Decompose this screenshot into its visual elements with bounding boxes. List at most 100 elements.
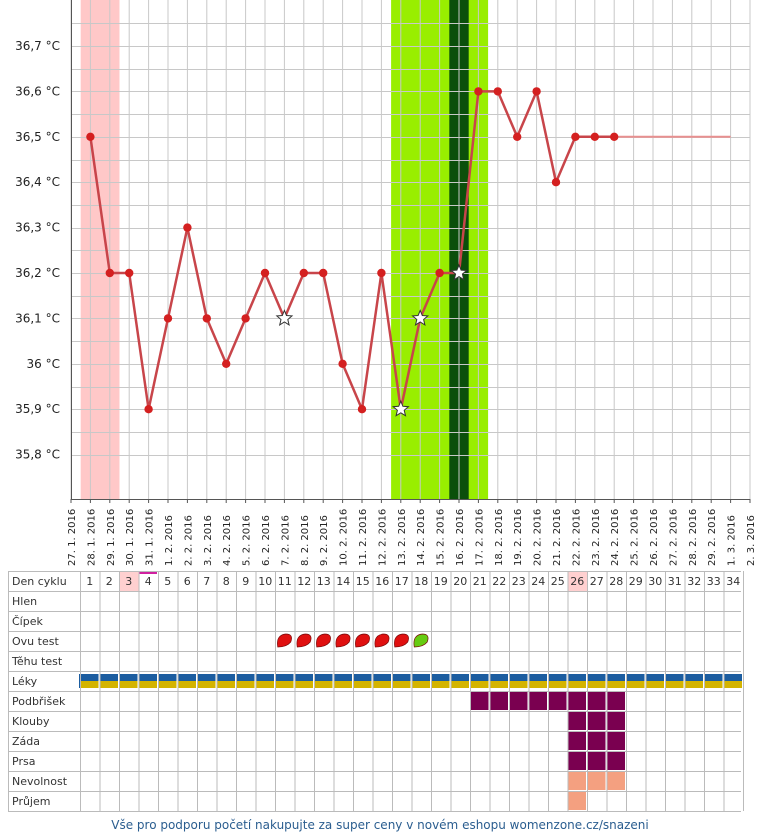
symptom-cell (568, 692, 586, 710)
x-tick-label: 5. 2. 2016 (242, 515, 253, 566)
day-number: 29 (629, 575, 643, 588)
day-number: 16 (375, 575, 389, 588)
ovu-test-icon (296, 633, 312, 648)
data-point (241, 314, 250, 323)
leky-stripe-yellow (120, 681, 138, 688)
leky-stripe-yellow (198, 681, 216, 688)
x-tick-label: 21. 2. 2016 (552, 509, 563, 566)
symptom-cell (588, 692, 606, 710)
data-points (86, 87, 619, 417)
ovu-test-icon (277, 633, 292, 648)
x-tick-label: 13. 2. 2016 (397, 509, 408, 566)
leky-stripe-yellow (685, 681, 703, 688)
symptom-cell (607, 692, 625, 710)
leky-stripe-yellow (295, 681, 313, 688)
footer-link[interactable]: Vše pro podporu početí nakupujte za supe… (111, 818, 649, 832)
grid (70, 0, 751, 499)
ovu-test-icon (335, 633, 351, 648)
symptom-cell (588, 732, 606, 750)
x-tick-label: 17. 2. 2016 (474, 509, 485, 566)
star-point (391, 399, 410, 417)
day-number: 33 (707, 575, 721, 588)
leky-stripe-blue (568, 674, 586, 681)
day-number: 1 (86, 575, 93, 588)
ovu-test-icon (413, 633, 429, 648)
leky-stripe-blue (646, 674, 664, 681)
symptom-cell (568, 732, 586, 750)
x-tick-label: 1. 2. 2016 (164, 515, 175, 566)
symptom-cell (471, 692, 489, 710)
row-label: Průjem (12, 795, 50, 808)
x-tick-label: 27. 1. 2016 (67, 509, 78, 566)
leky-stripe-yellow (432, 681, 450, 688)
leky-stripe-blue (315, 674, 333, 681)
leky-stripe-blue (198, 674, 216, 681)
leky-stripe-blue (354, 674, 372, 681)
leky-stripe-blue (724, 674, 742, 681)
data-point (105, 268, 115, 278)
leky-stripe-blue (237, 674, 255, 681)
day-highlight (567, 571, 587, 591)
x-tick-label: 9. 2. 2016 (319, 515, 330, 566)
leky-stripe-blue (178, 674, 196, 681)
day-highlight (119, 571, 139, 591)
x-tick-label: 3. 2. 2016 (203, 515, 214, 566)
cycle-table: Den cyklu 1 2 3 4 5 6 7 8 9 10 11 12 13 14 15 16 17 18 19 20… (8, 571, 744, 812)
leky-stripe-yellow (159, 681, 177, 688)
current-day-marker (139, 571, 157, 574)
day-number: 23 (512, 575, 526, 588)
x-tick-label: 28. 1. 2016 (86, 509, 97, 566)
day-number: 4 (145, 575, 152, 588)
leky-stripe-blue (81, 674, 99, 681)
ovu-test-icon (355, 633, 370, 648)
leky-stripe-yellow (724, 681, 742, 688)
day-number: 12 (297, 575, 311, 588)
data-point (183, 223, 192, 232)
x-tick-label: 29. 1. 2016 (106, 509, 117, 566)
day-number: 18 (414, 575, 428, 588)
day-number: 15 (356, 575, 370, 588)
day-number: 9 (242, 575, 249, 588)
ovu-test-icon (394, 633, 409, 648)
x-tick-label: 15. 2. 2016 (436, 509, 447, 566)
y-tick-label: 36,6 °C (15, 84, 60, 98)
data-point (493, 87, 502, 96)
data-point (222, 359, 231, 368)
symptom-cell (529, 692, 547, 710)
day-number: 8 (223, 575, 230, 588)
x-tick-label: 7. 2. 2016 (280, 515, 291, 566)
leky-stripe-blue (705, 674, 723, 681)
leky-stripe-blue (471, 674, 489, 681)
y-tick-label: 36,7 °C (15, 39, 60, 53)
row-label: Prsa (12, 755, 35, 768)
star-point (275, 309, 294, 326)
x-tick-label: 14. 2. 2016 (416, 509, 427, 566)
x-tick-label: 8. 2. 2016 (300, 515, 311, 566)
leky-stripe-blue (120, 674, 138, 681)
data-point (532, 87, 541, 96)
row-label: Nevolnost (12, 775, 68, 788)
leky-stripe-yellow (568, 681, 586, 688)
symptom-cell (549, 692, 567, 710)
leky-stripe-yellow (451, 681, 469, 688)
y-tick-label: 36,4 °C (15, 175, 60, 189)
leky-stripe-blue (510, 674, 528, 681)
day-number: 6 (184, 575, 191, 588)
day-number: 31 (668, 575, 682, 588)
y-tick-label: 36,1 °C (15, 311, 60, 325)
leky-stripe-yellow (607, 681, 625, 688)
leky-stripe-yellow (412, 681, 430, 688)
day-number: 32 (687, 575, 701, 588)
x-tick-label: 29. 2. 2016 (707, 509, 718, 566)
data-point (202, 314, 211, 323)
ovu-test-icon (316, 633, 331, 648)
data-point (86, 132, 95, 141)
x-tick-label: 1. 3. 2016 (727, 515, 738, 566)
day-number: 28 (609, 575, 623, 588)
symptom-cell (568, 792, 586, 810)
day-number: 21 (473, 575, 487, 588)
leky-stripe-yellow (666, 681, 684, 688)
x-tick-label: 12. 2. 2016 (377, 509, 388, 566)
row-label: Klouby (12, 715, 50, 728)
day-number: 10 (258, 575, 272, 588)
